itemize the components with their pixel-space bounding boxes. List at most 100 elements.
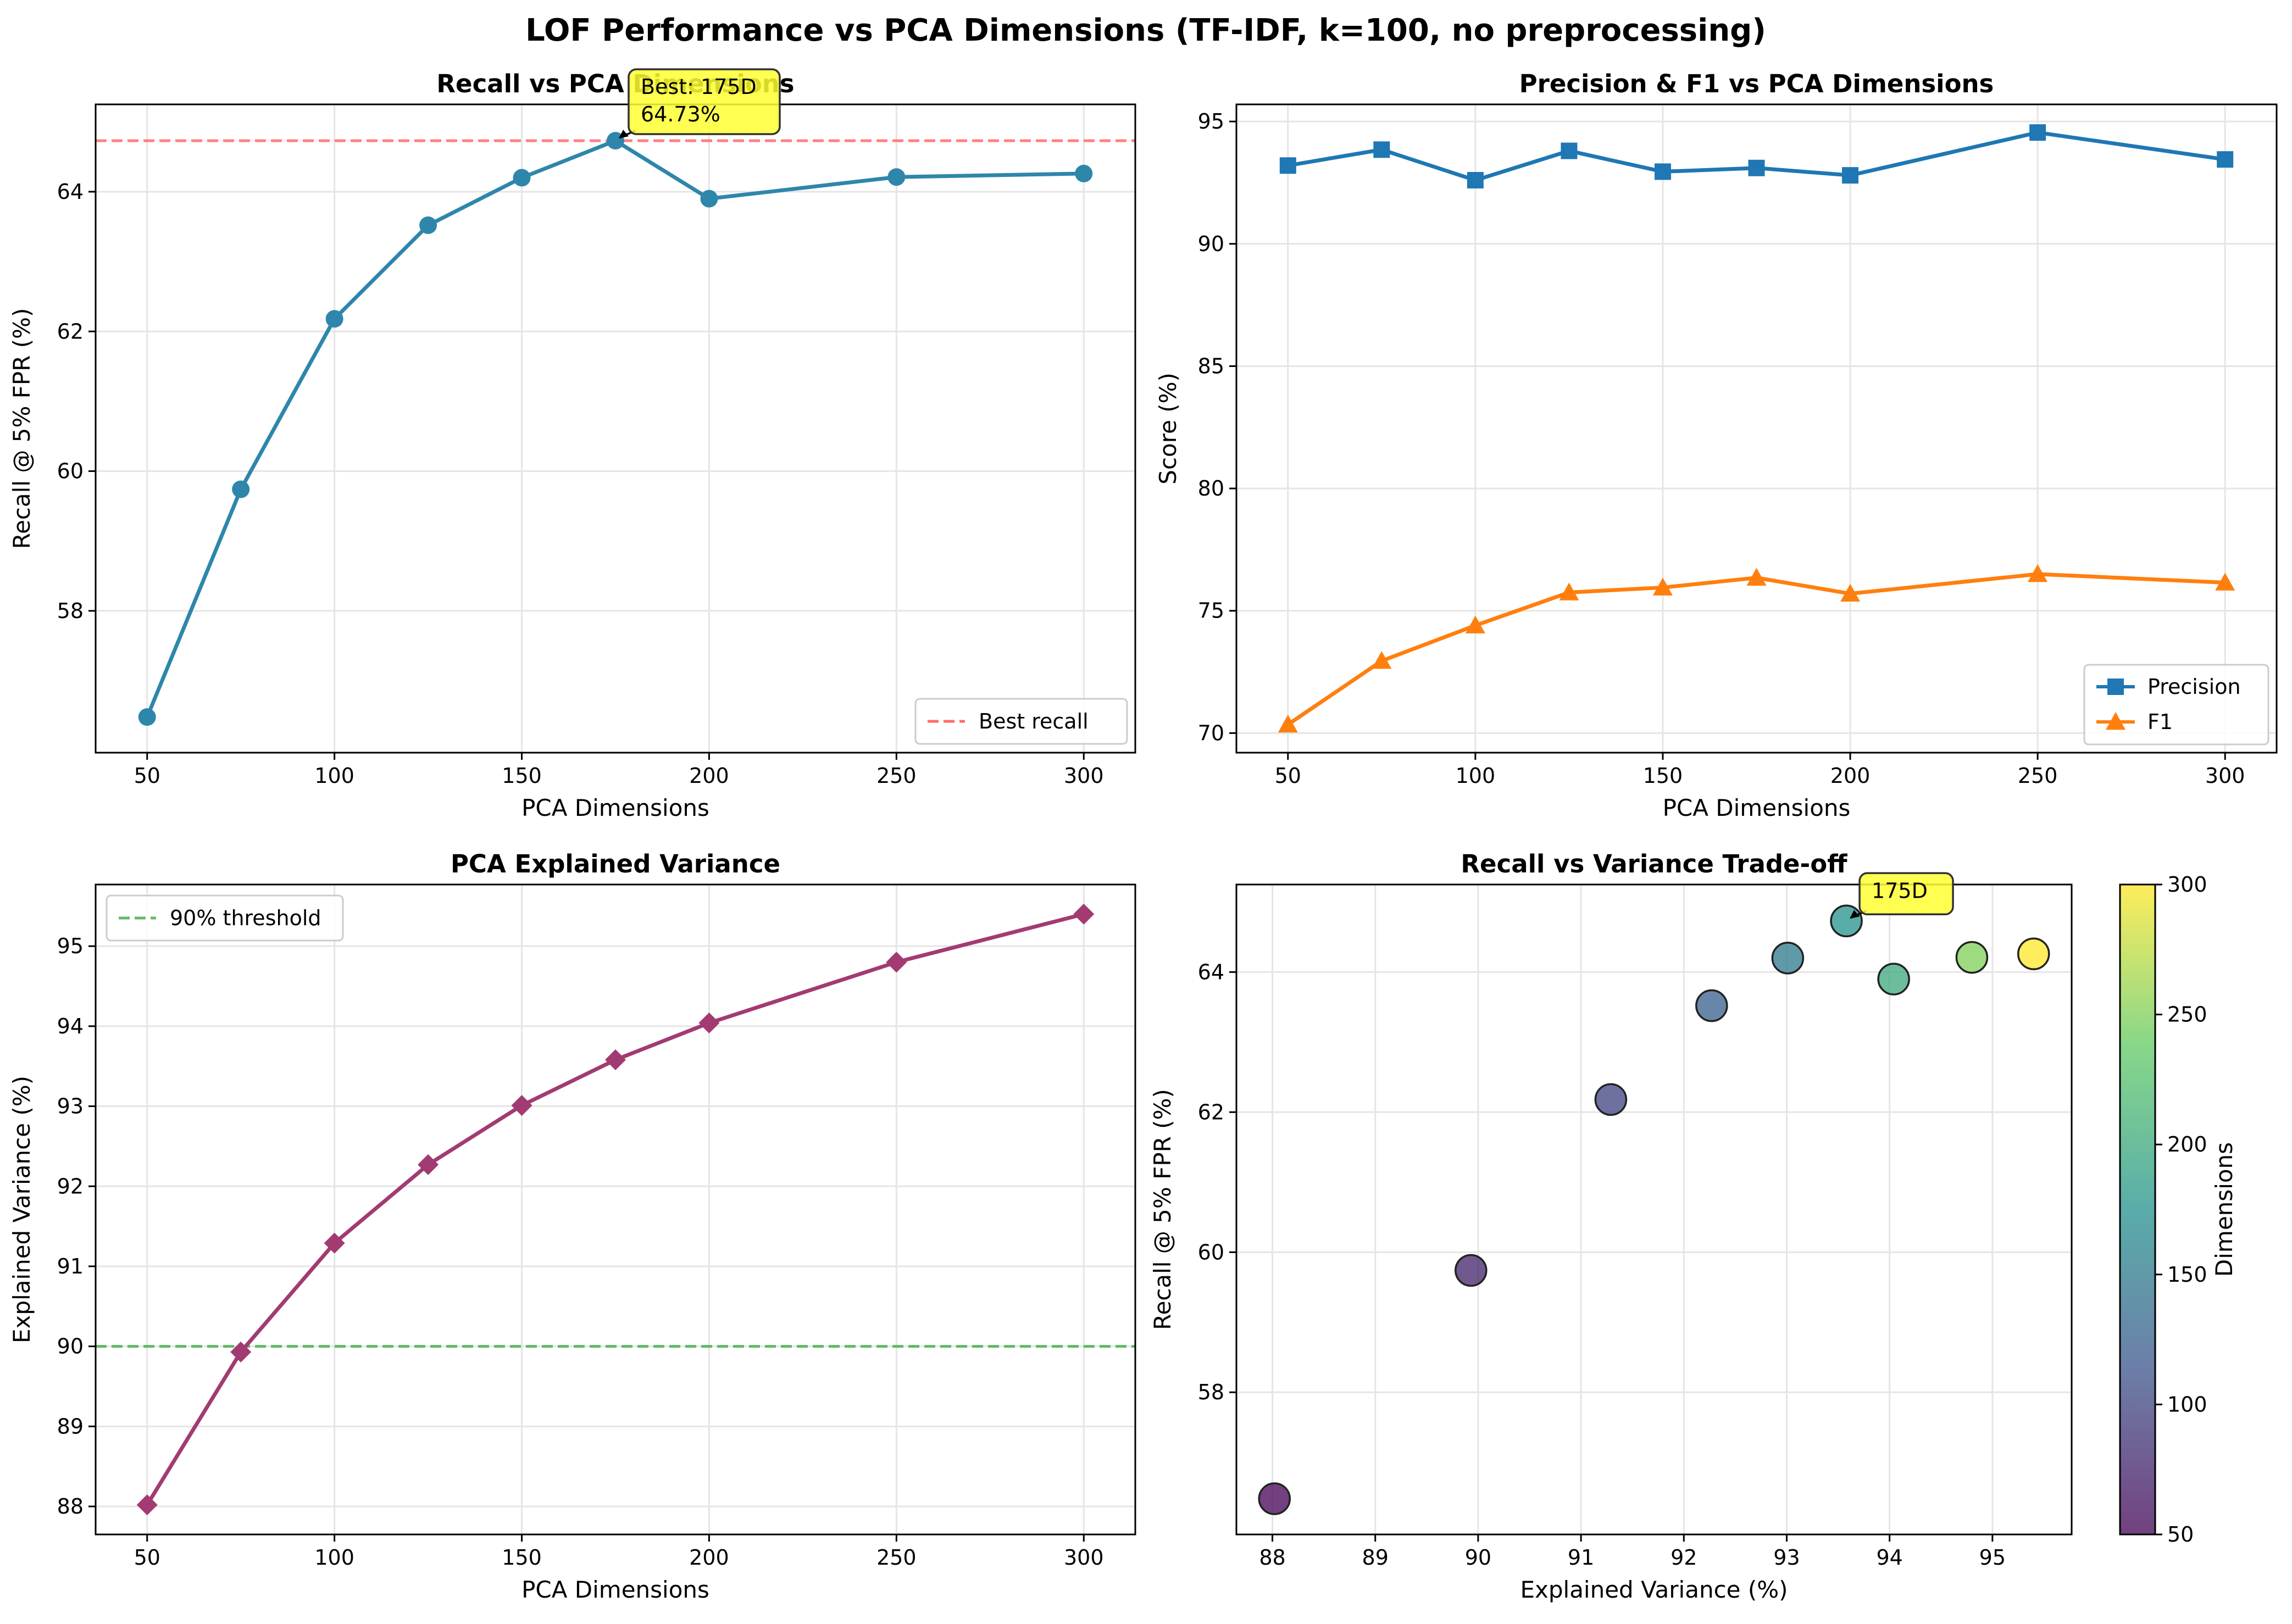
axes-frame	[1235, 103, 2278, 754]
data-point	[886, 952, 907, 973]
data-point	[1075, 164, 1093, 182]
data-point	[2029, 124, 2046, 141]
axes-frame	[95, 103, 1136, 754]
x-tick-label: 50	[134, 1545, 160, 1570]
y-tick-label: 62	[57, 319, 84, 343]
colorbar: 50 100 150 200 250 300 Dimensions	[2119, 872, 2238, 1547]
y-tick-label: 91	[57, 1254, 84, 1278]
y-tick-label: 64	[57, 180, 84, 204]
data-point	[230, 1341, 252, 1362]
legend: Best recall	[914, 698, 1128, 745]
scatter-point	[1877, 963, 1910, 995]
annotation-arrowhead	[619, 130, 629, 139]
annotation-text: 175D	[1872, 878, 1928, 903]
data-point	[136, 1494, 158, 1516]
y-tick-label: 58	[57, 599, 84, 623]
y-tick-label: 85	[1198, 354, 1224, 378]
legend-label-threshold: 90% threshold	[170, 906, 321, 930]
y-axis-label: Explained Variance (%)	[8, 1076, 35, 1343]
x-axis-label: PCA Dimensions	[521, 1576, 709, 1603]
y-tick-label: 88	[57, 1494, 84, 1519]
data-point	[1467, 172, 1484, 189]
annotation-box	[1858, 872, 1954, 916]
legend-label-precision: Precision	[2147, 675, 2241, 699]
scatter-point	[1455, 1254, 1488, 1287]
legend-marker-f1	[2106, 712, 2125, 730]
x-tick-label: 250	[876, 764, 917, 788]
y-tick-label: 64	[1198, 960, 1224, 984]
legend-label-best-recall: Best recall	[979, 709, 1089, 733]
scatter-point	[1594, 1083, 1628, 1116]
scatter-point	[1695, 989, 1728, 1022]
x-tick-label: 150	[1643, 764, 1683, 788]
x-axis-label: PCA Dimensions	[1663, 794, 1851, 821]
chart-panel-1: 50 100 150 200 250 300 58 60 62 64 PCA Dimensions R…	[8, 68, 1136, 821]
data-point	[1842, 167, 1859, 184]
chart-panel-4: 88 89 90 91 92 93 94 95 58 60 62 64 Explained Varian…	[1149, 849, 2238, 1603]
legend: Precision F1	[2083, 664, 2269, 746]
data-point	[1746, 568, 1767, 586]
annotation: Best: 175D 64.73%	[619, 68, 781, 139]
data-point	[1840, 583, 1861, 602]
data-point	[2215, 572, 2235, 591]
x-axis-label: PCA Dimensions	[521, 794, 709, 821]
y-tick-label: 80	[1198, 476, 1224, 500]
x-tick-label: 150	[502, 764, 542, 788]
x-tick-label: 300	[1064, 764, 1104, 788]
y-tick-label: 93	[57, 1094, 84, 1119]
data-point	[1279, 157, 1296, 174]
x-tick-label: 100	[314, 1545, 354, 1570]
colorbar-tick-label: 300	[2167, 872, 2207, 897]
y-tick-label: 89	[57, 1414, 84, 1438]
x-tick-label: 200	[689, 764, 729, 788]
colorbar-tick-label: 100	[2167, 1392, 2207, 1416]
x-tick-label: 300	[1064, 1545, 1104, 1570]
scatter-point	[1771, 942, 1805, 975]
data-point	[2028, 564, 2048, 582]
data-point	[700, 190, 718, 208]
x-tick-label: 88	[1259, 1545, 1285, 1570]
data-point	[1373, 141, 1390, 158]
legend-label-f1: F1	[2147, 710, 2173, 734]
axes-frame	[1235, 883, 2073, 1536]
data-point	[605, 1049, 626, 1071]
subplots: 50 100 150 200 250 300 58 60 62 64 PCA Dimensions R…	[8, 68, 2278, 1603]
y-tick-label: 90	[1198, 232, 1224, 256]
data-point	[325, 310, 343, 328]
colorbar-bar	[2119, 883, 2156, 1536]
x-tick-label: 200	[1830, 764, 1871, 788]
annotation-box	[628, 68, 781, 135]
x-tick-label: 92	[1671, 1545, 1697, 1570]
x-tick-label: 90	[1465, 1545, 1491, 1570]
data-point	[1465, 615, 1485, 633]
legend-box	[106, 894, 344, 942]
y-tick-label: 58	[1198, 1380, 1224, 1404]
y-tick-label: 75	[1198, 599, 1224, 623]
x-tick-label: 250	[876, 1545, 917, 1570]
scatter-point	[1830, 904, 1863, 938]
colorbar-tick-label: 250	[2167, 1003, 2207, 1027]
data-point	[419, 216, 437, 234]
x-tick-label: 100	[314, 764, 354, 788]
y-tick-label: 95	[1198, 109, 1224, 134]
data-point	[2217, 151, 2234, 168]
y-tick-label: 92	[57, 1174, 84, 1198]
data-point	[513, 169, 531, 187]
x-tick-label: 250	[2018, 764, 2058, 788]
colorbar-tick-label: 200	[2167, 1132, 2207, 1156]
x-tick-label: 93	[1773, 1545, 1800, 1570]
colorbar-tick-label: 50	[2167, 1522, 2194, 1547]
x-tick-label: 95	[1979, 1545, 2006, 1570]
data-point	[324, 1232, 345, 1254]
annotation-arrowhead	[1850, 910, 1860, 919]
y-tick-label: 70	[1198, 721, 1224, 745]
y-tick-label: 60	[1198, 1240, 1224, 1264]
y-axis-label: Score (%)	[1155, 372, 1181, 485]
chart-title: Precision & F1 vs PCA Dimensions	[1519, 69, 1994, 98]
y-tick-label: 95	[57, 934, 84, 958]
figure-title: LOF Performance vs PCA Dimensions (TF-ID…	[525, 13, 1766, 48]
legend-marker-precision	[2107, 678, 2124, 695]
legend: 90% threshold	[106, 894, 344, 942]
colorbar-tick-label: 150	[2167, 1263, 2207, 1287]
data-point	[1652, 577, 1673, 596]
